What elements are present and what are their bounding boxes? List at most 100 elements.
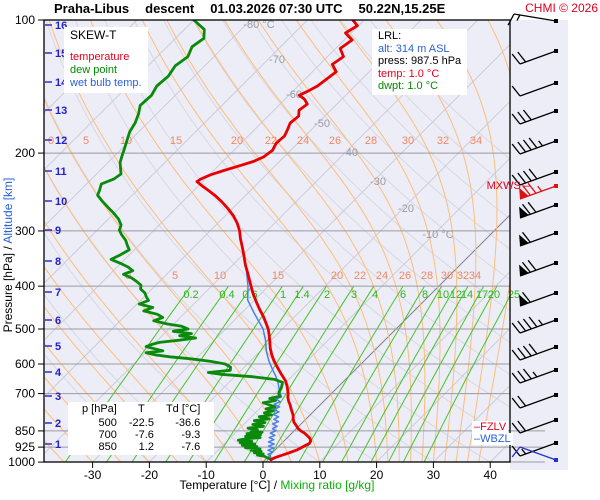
lrl-info-box: LRL: alt: 314 m ASL press: 987.5 hPa tem… [372, 29, 468, 95]
dry-adiabat-line [44, 353, 150, 462]
wind-barb [511, 368, 558, 384]
pressure-tick-label: 300 [15, 224, 35, 238]
moist-adiabat-label: 30 [402, 135, 414, 147]
isotherm-line [44, 20, 422, 398]
pressure-tick-label: 1000 [8, 455, 35, 469]
wind-barb [511, 81, 558, 97]
moist-adiabat-line [44, 265, 207, 462]
table-cell: -22.5 [128, 417, 154, 429]
moist-adiabat-label: 5 [172, 270, 178, 282]
mixing-ratio-label: 10 [437, 289, 449, 301]
levels-table: p [hPa] T Td [°C] 500 -22.5 -36.6 700 -7.6 -9.3 8… [68, 402, 215, 455]
zero-isotherm-line [262, 214, 510, 462]
pressure-tick-label: 400 [15, 279, 35, 293]
moist-adiabat-label: 10 [214, 270, 226, 282]
pressure-axis-title: Pressure [hPa] [1, 253, 15, 333]
wind-barb [511, 343, 558, 361]
copyright-label: CHMI © 2026 [525, 1, 598, 15]
moist-adiabat-label: 30 [441, 270, 453, 282]
table-cell: -9.3 [181, 429, 201, 441]
temperature-tick-label: 10 [313, 468, 327, 482]
temperature-axis-title: Temperature [°C] [179, 478, 271, 492]
altitude-tick-label: 13 [55, 105, 67, 117]
wind-barb [511, 316, 558, 334]
table-header: p [hPa] [82, 403, 117, 415]
wind-barb [511, 168, 558, 186]
moist-adiabat-line [44, 220, 235, 462]
altitude-tick-label: 4 [55, 367, 62, 379]
moist-adiabat-label: 24 [297, 135, 309, 147]
altitude-tick-label: 10 [55, 196, 67, 208]
table-cell: 850 [98, 441, 117, 453]
moist-adiabat-label: 20 [231, 135, 243, 147]
moist-adiabat-label: 34 [470, 135, 482, 147]
mixing-ratio-label: 3 [351, 289, 357, 301]
altitude-tick-label: 12 [55, 135, 67, 147]
temperature-tick-label: 20 [370, 468, 384, 482]
sounding-datetime: 01.03.2026 07:30 UTC [210, 1, 343, 16]
altitude-tick-label: 7 [55, 287, 61, 299]
isotherm-line [44, 20, 138, 114]
mixing-ratio-label: 2 [324, 289, 330, 301]
legend-item-0: temperature [70, 51, 130, 63]
table-cell: 700 [98, 429, 117, 441]
isotherm-label: -40 [342, 147, 358, 159]
altitude-tick-label: 6 [55, 315, 61, 327]
wind-barb [519, 231, 558, 247]
mixing-ratio-label: 20 [488, 289, 500, 301]
moist-adiabat-label: 5 [83, 135, 89, 147]
legend-title: SKEW-T [70, 28, 117, 42]
table-row: 500 -22.5 -36.6 [76, 417, 206, 429]
mixing-ratio-label: 12 [450, 289, 462, 301]
wet-bulb-curve [242, 251, 283, 461]
altitude-tick-label: 2 [55, 418, 61, 430]
table-cell: 1.2 [138, 441, 154, 453]
lrl-dewpoint: dwpt: 1.0 °C [378, 80, 439, 92]
temperature-tick-label: 40 [484, 468, 498, 482]
table-header: Td [°C] [165, 403, 201, 415]
altitude-tick-label: 9 [55, 225, 61, 237]
isotherm-label: -60 [286, 89, 302, 101]
moist-adiabat-label: 15 [170, 135, 182, 147]
legend: SKEW-T temperature dew point wet bulb temp… [64, 27, 148, 93]
moist-adiabat-label: 22 [354, 270, 366, 282]
moist-adiabat-label: 26 [399, 270, 411, 282]
wind-barb [519, 182, 558, 200]
wet-bulb-zero-marker: –WBZL [472, 433, 513, 445]
max-wind-speed-marker: MXWS – [486, 180, 530, 192]
pressure-tick-label: 500 [15, 322, 35, 336]
lrl-pressure: press: 987.5 hPa [378, 55, 462, 67]
moist-adiabat-line [295, 20, 441, 462]
temperature-tick-label: 0 [260, 468, 267, 482]
mixing-ratio-label: 0.4 [219, 289, 234, 301]
dry-adiabat-line [44, 293, 207, 462]
dry-adiabat-line [222, 20, 510, 312]
mixing-ratio-label: 1 [280, 289, 286, 301]
moist-adiabat-line [166, 20, 389, 462]
moist-adiabat-label: 28 [421, 270, 433, 282]
isotherm-label: -50 [314, 118, 330, 130]
pressure-tick-label: 850 [15, 424, 35, 438]
mixing-ratio-axis-title: Mixing ratio [g/kg] [280, 478, 375, 492]
temperature-tick-label: -20 [141, 468, 159, 482]
temperature-curve [195, 20, 359, 462]
pressure-tick-label: 600 [15, 357, 35, 371]
wind-barb [511, 49, 558, 65]
altitude-tick-label: 11 [55, 166, 67, 178]
table-cell: 500 [98, 417, 117, 429]
dry-adiabat-line [192, 20, 510, 343]
wind-barb [511, 418, 558, 434]
isotherm-label: -80 °C [243, 19, 274, 31]
moist-adiabat-line [44, 305, 179, 462]
moist-adiabat-line [436, 20, 498, 462]
altitude-tick-label: 1 [55, 439, 61, 451]
dry-adiabat-line [310, 20, 510, 220]
mixing-ratio-label: 0.2 [183, 289, 198, 301]
background-lines [44, 20, 510, 462]
isotherm-line [433, 384, 510, 462]
table-row: 850 1.2 -7.6 [76, 441, 206, 453]
mixing-ratio-label: 1.4 [294, 289, 309, 301]
wind-barb [511, 137, 558, 155]
moist-adiabat-line [44, 97, 292, 462]
dew-point-curve [96, 20, 284, 462]
